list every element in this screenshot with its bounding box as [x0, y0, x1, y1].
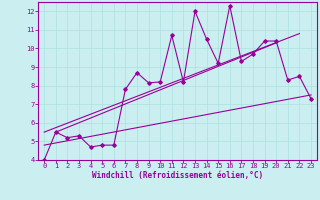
X-axis label: Windchill (Refroidissement éolien,°C): Windchill (Refroidissement éolien,°C): [92, 171, 263, 180]
